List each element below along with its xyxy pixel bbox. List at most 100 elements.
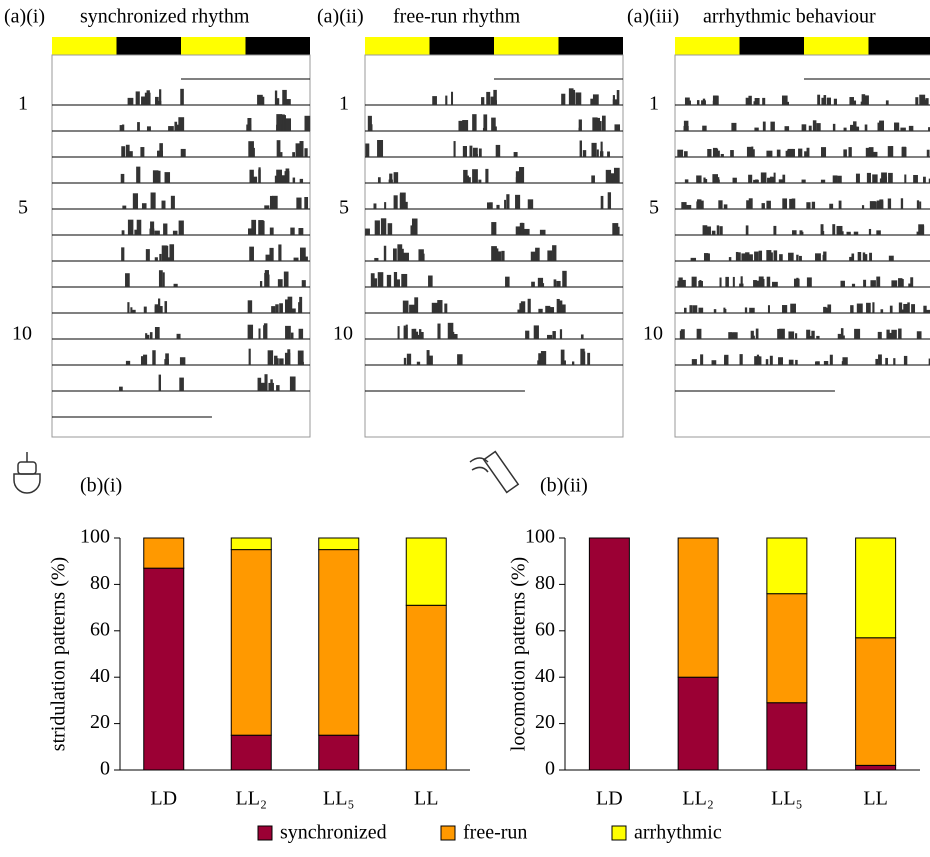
activity-burst	[863, 280, 866, 287]
activity-burst	[746, 200, 750, 209]
activity-burst	[173, 231, 178, 235]
activity-burst	[132, 310, 136, 313]
activity-burst	[832, 224, 835, 235]
activity-burst	[834, 99, 837, 105]
activity-burst	[872, 302, 874, 313]
activity-burst	[801, 232, 803, 235]
y-tick-label: 60	[90, 618, 110, 640]
activity-burst	[597, 149, 599, 157]
cricket-cage-icon	[14, 452, 40, 493]
activity-burst	[902, 147, 906, 157]
activity-burst	[504, 200, 506, 209]
activity-burst	[840, 226, 842, 235]
activity-burst	[516, 171, 520, 183]
y-axis-label: stridulation patterns (%)	[48, 557, 70, 751]
activity-burst	[152, 350, 155, 365]
activity-burst	[753, 180, 759, 183]
activity-burst	[789, 360, 794, 365]
activity-burst	[120, 125, 124, 131]
activity-burst	[697, 329, 702, 339]
activity-burst	[285, 353, 290, 365]
activity-burst	[547, 335, 552, 339]
activity-burst	[802, 180, 806, 183]
activity-burst	[782, 198, 787, 209]
bar-segment	[767, 538, 807, 594]
activity-burst	[862, 94, 866, 105]
activity-burst	[768, 305, 770, 313]
activity-burst	[852, 127, 857, 131]
activity-burst	[290, 377, 296, 391]
activity-burst	[816, 361, 820, 365]
activity-burst	[696, 175, 701, 183]
activity-burst	[821, 147, 826, 157]
light-phase	[675, 37, 740, 55]
legend-swatch	[612, 826, 626, 840]
activity-burst	[866, 303, 871, 313]
activity-burst	[514, 152, 518, 157]
activity-burst	[168, 126, 174, 131]
activity-burst	[506, 194, 509, 209]
x-tick-label: LL₅	[771, 788, 802, 810]
activity-burst	[872, 174, 877, 183]
bar-segment	[767, 703, 807, 770]
activity-burst	[365, 143, 369, 157]
activity-burst	[748, 96, 751, 105]
activity-burst	[496, 145, 500, 157]
activity-burst	[434, 306, 439, 313]
activity-burst	[388, 223, 393, 235]
activity-burst	[913, 175, 918, 183]
activity-burst	[766, 359, 768, 365]
activity-burst	[898, 278, 902, 287]
activity-burst	[122, 230, 125, 235]
activity-burst	[155, 171, 160, 183]
activity-burst	[457, 354, 462, 365]
activity-burst	[719, 226, 722, 235]
activity-burst	[837, 176, 841, 183]
activity-burst	[389, 180, 393, 183]
activity-burst	[401, 274, 407, 287]
activity-burst	[409, 305, 415, 313]
activity-burst	[698, 308, 703, 313]
activity-burst	[531, 282, 535, 287]
legend-swatch	[441, 826, 455, 840]
activity-burst	[162, 201, 166, 209]
chart-label: (b)(i)	[80, 475, 122, 497]
activity-burst	[759, 276, 764, 287]
sensor-icon	[470, 452, 518, 493]
activity-burst	[387, 275, 391, 287]
activity-burst	[531, 252, 537, 261]
actogram-frame	[675, 55, 930, 437]
activity-burst	[806, 202, 810, 209]
activity-burst	[581, 334, 584, 339]
activity-burst	[272, 196, 278, 209]
activity-burst	[147, 335, 149, 339]
activity-burst	[251, 220, 256, 235]
activity-burst	[301, 362, 304, 365]
activity-burst	[782, 175, 785, 183]
activity-burst	[851, 101, 856, 105]
activity-burst	[839, 201, 842, 209]
activity-burst	[136, 167, 140, 183]
activity-burst	[163, 272, 165, 287]
activity-burst	[121, 146, 125, 157]
activity-burst	[754, 252, 758, 261]
bar-segment	[406, 605, 446, 770]
activity-burst	[394, 179, 396, 183]
activity-burst	[403, 301, 409, 313]
activity-burst	[601, 196, 604, 209]
activity-burst	[613, 95, 615, 105]
activity-burst	[479, 148, 482, 157]
light-phase	[494, 37, 559, 55]
activity-burst	[917, 331, 922, 339]
activity-burst	[274, 356, 277, 365]
activity-burst	[178, 117, 184, 131]
activity-burst	[870, 280, 875, 287]
activity-burst	[687, 101, 691, 105]
activity-burst	[300, 248, 306, 261]
activity-burst	[277, 123, 281, 131]
activity-burst	[687, 205, 692, 209]
activity-burst	[147, 126, 151, 131]
activity-burst	[472, 169, 478, 183]
activity-burst	[155, 327, 160, 339]
activity-burst	[608, 192, 611, 209]
